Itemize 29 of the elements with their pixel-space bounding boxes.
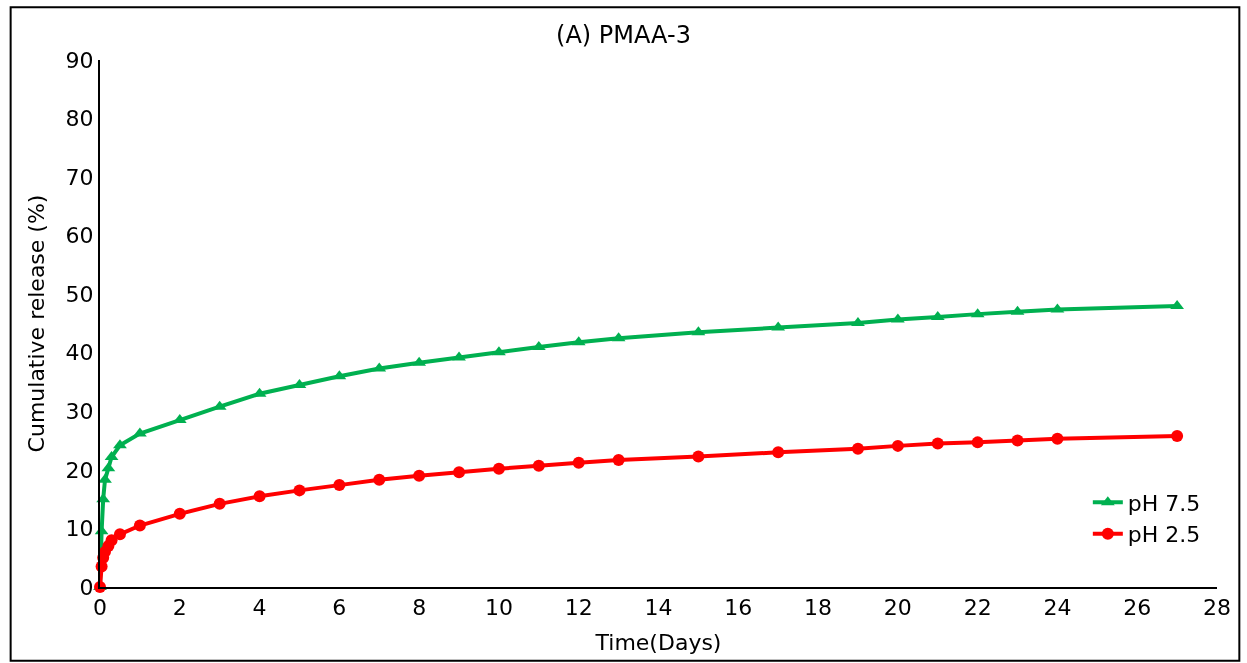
x-tick-label: 26 (1123, 595, 1152, 621)
y-axis-title: Cumulative release (%) (23, 194, 49, 453)
y-tick-label: 60 (65, 223, 94, 249)
x-tick-label: 20 (883, 595, 912, 621)
x-tick-label: 8 (412, 595, 427, 621)
x-tick-label: 10 (484, 595, 513, 621)
legend-label: pH 2.5 (1127, 522, 1201, 548)
y-tick-label: 50 (65, 281, 94, 307)
chart-title: (A) PMAA-3 (556, 21, 691, 50)
y-tick-label: 70 (65, 164, 94, 190)
x-tick-label: 24 (1043, 595, 1072, 621)
x-tick-label: 4 (252, 595, 267, 621)
x-tick-label: 2 (172, 595, 187, 621)
y-tick-label: 10 (65, 516, 94, 542)
x-axis-title: Time(Days) (594, 629, 722, 655)
y-tick-label: 20 (65, 457, 94, 483)
y-tick-label: 40 (65, 340, 94, 366)
x-tick-label: 18 (804, 595, 833, 621)
y-tick-label: 30 (65, 399, 94, 425)
y-tick-label: 90 (65, 47, 94, 73)
x-tick-label: 12 (564, 595, 593, 621)
legend-label: pH 7.5 (1127, 490, 1201, 516)
y-tick-label: 0 (79, 574, 94, 600)
y-tick-label: 80 (65, 106, 94, 132)
x-tick-label: 6 (332, 595, 347, 621)
x-tick-label: 14 (644, 595, 673, 621)
x-tick-label: 16 (724, 595, 753, 621)
x-tick-label: 22 (963, 595, 992, 621)
x-tick-label: 28 (1203, 595, 1231, 621)
